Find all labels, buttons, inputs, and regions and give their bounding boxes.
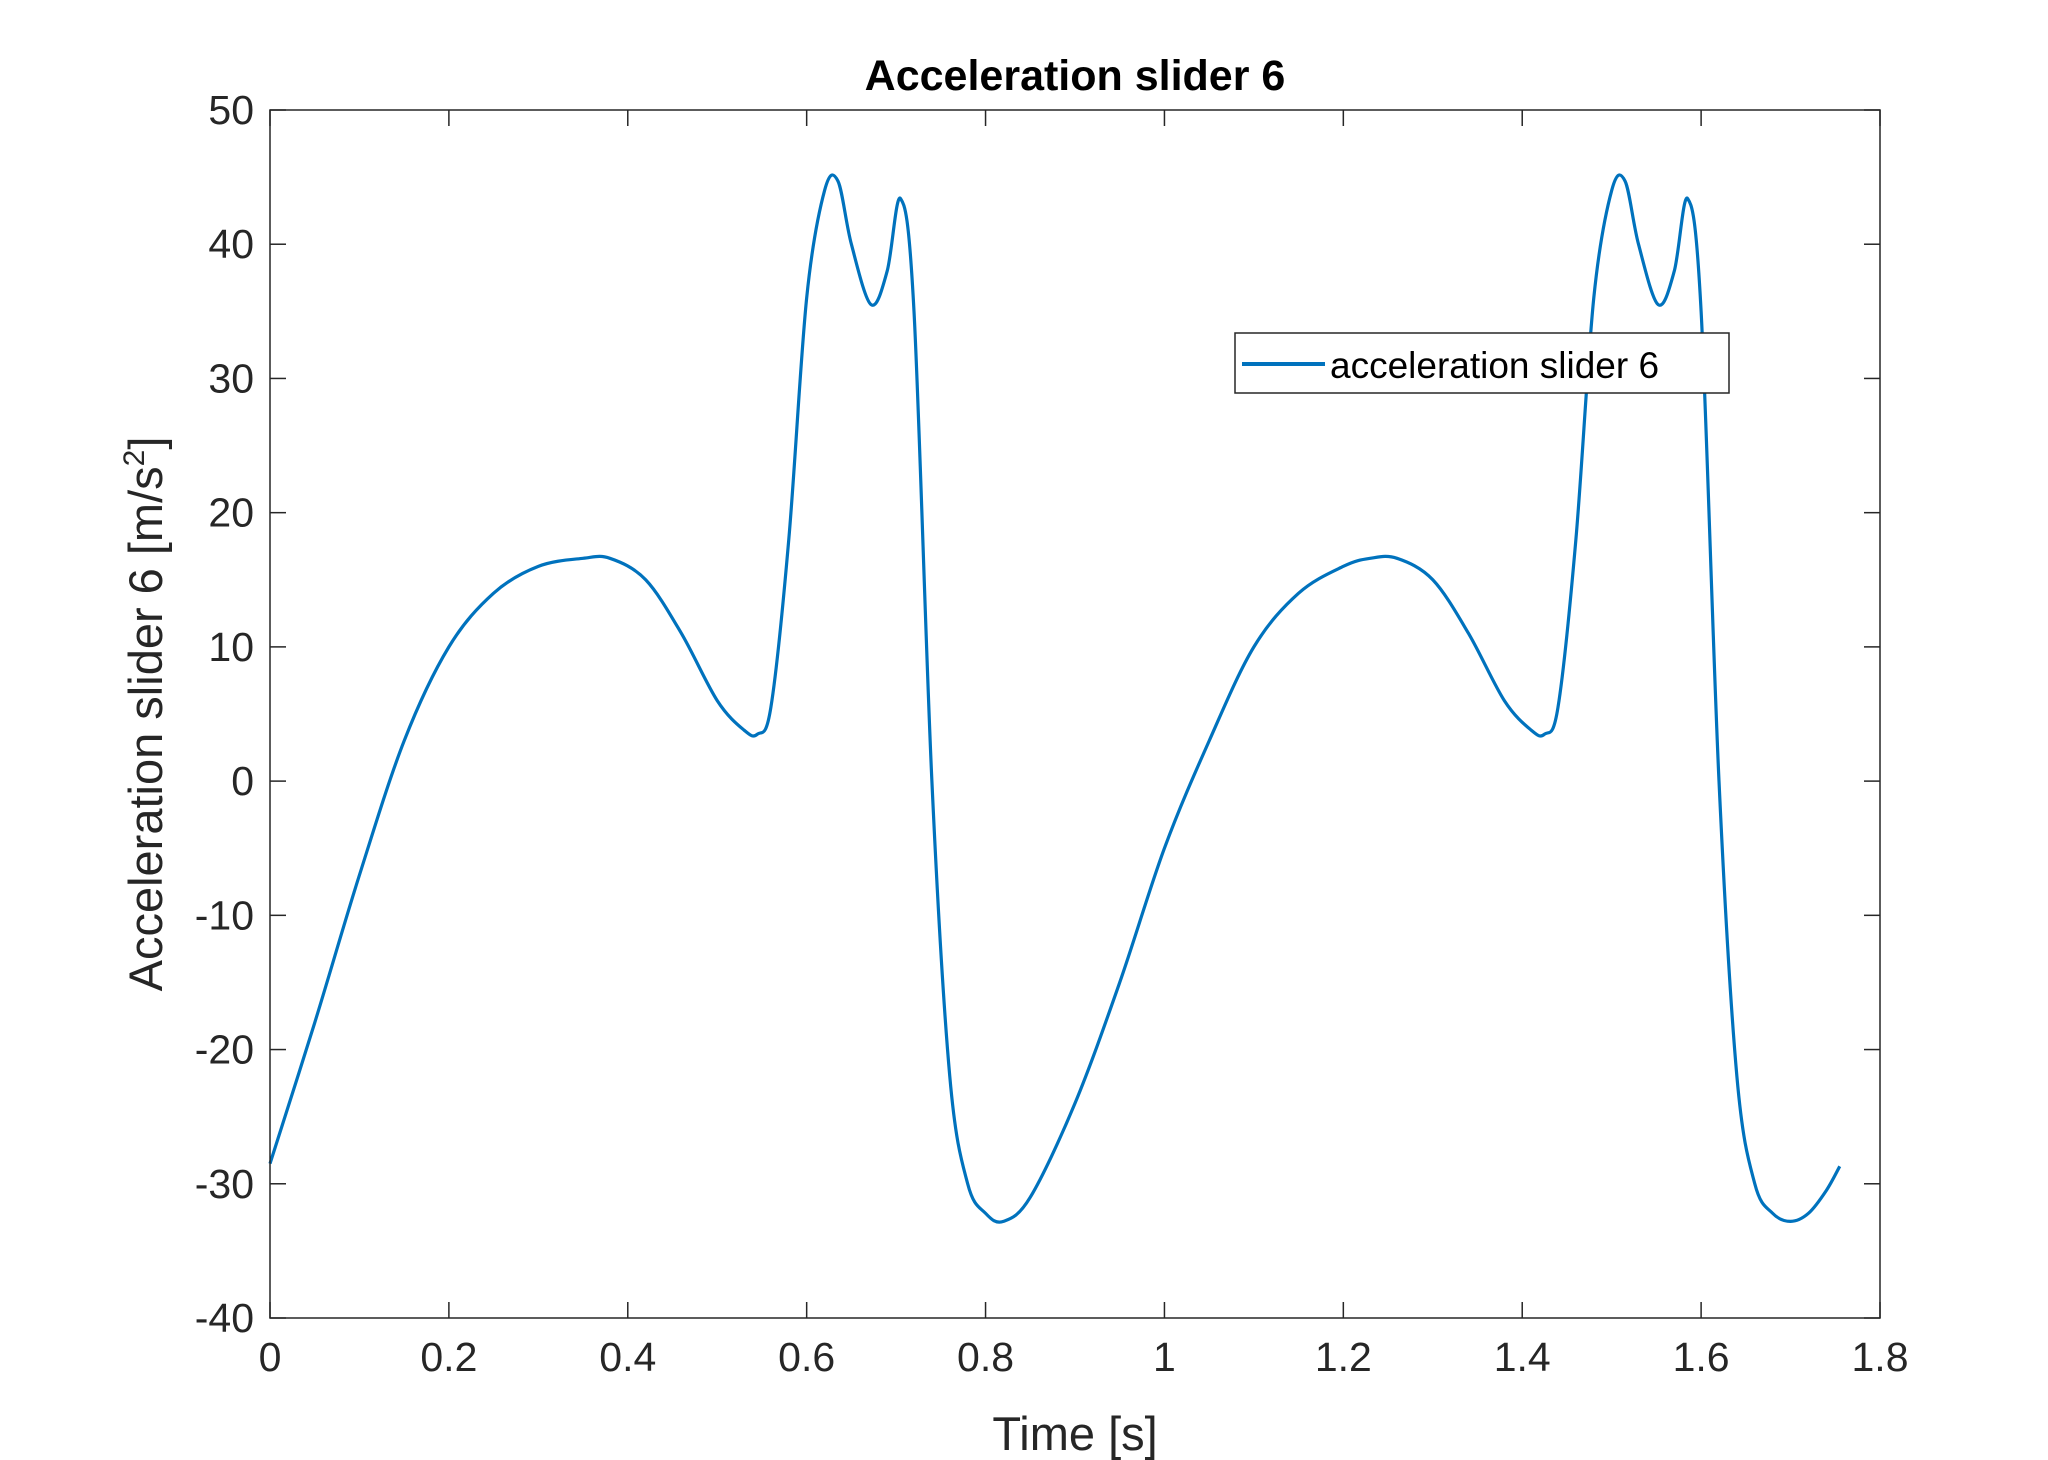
legend-box (1234, 332, 1730, 394)
plot-area (270, 110, 1880, 1318)
axes-box (269, 109, 1881, 1319)
x-tick-label: 0.8 (957, 1334, 1014, 1380)
curve-layer (268, 173, 1842, 1224)
x-tick-label: 1.8 (1852, 1334, 1909, 1380)
x-tick-label: 1 (1153, 1334, 1176, 1380)
legend-entry-label: acceleration slider 6 (1330, 345, 1659, 386)
y-tick-label: -20 (195, 1027, 254, 1073)
x-axis-label: Time [s] (992, 1407, 1157, 1460)
legend[interactable]: acceleration slider 6 (1234, 332, 1730, 394)
y-tick-label: 40 (208, 221, 254, 267)
y-tick-label: 50 (208, 87, 254, 133)
series-line-acceleration-slider-6 (268, 173, 1842, 1224)
y-axis-label-main: Acceleration slider 6 [m/s (119, 466, 172, 991)
y-tick-label: 0 (231, 758, 254, 804)
y-ticks: -40 -30 -20 -10 0 10 20 30 40 50 (195, 87, 1880, 1341)
y-tick-label: -30 (195, 1161, 254, 1207)
y-axis-label-superscript: 2 (118, 450, 151, 467)
x-tick-label: 0.2 (420, 1334, 477, 1380)
y-axis-label-end: ] (119, 437, 172, 450)
y-axis-label: Acceleration slider 6 [m/s2] (118, 437, 172, 992)
x-tick-label: 1.4 (1494, 1334, 1551, 1380)
x-tick-label: 1.2 (1315, 1334, 1372, 1380)
y-tick-label: -10 (195, 892, 254, 938)
x-tick-label: 0.6 (778, 1334, 835, 1380)
chart-title: Acceleration slider 6 (865, 52, 1286, 100)
y-tick-label: 20 (208, 490, 254, 536)
x-ticks: 0 0.2 0.4 0.6 0.8 1 1.2 1.4 1.6 1.8 (259, 110, 1909, 1380)
y-tick-label: 10 (208, 624, 254, 670)
y-tick-label: 30 (208, 355, 254, 401)
x-tick-label: 1.6 (1673, 1334, 1730, 1380)
x-tick-label: 0.4 (599, 1334, 656, 1380)
y-tick-label: -40 (195, 1295, 254, 1341)
x-tick-label: 0 (259, 1334, 282, 1380)
